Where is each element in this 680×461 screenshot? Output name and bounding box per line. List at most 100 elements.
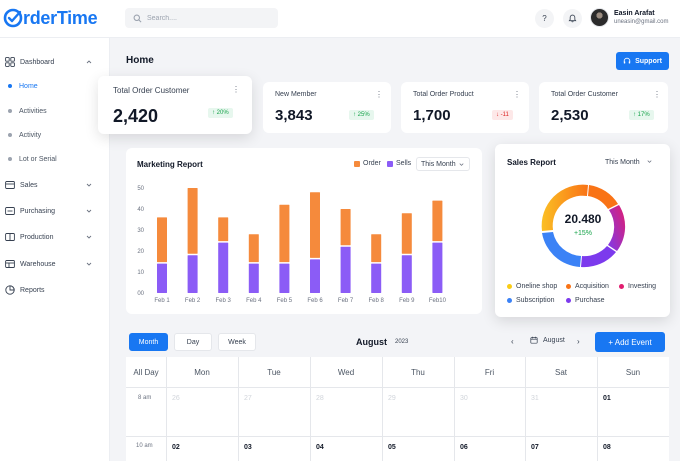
legend-dot xyxy=(619,284,624,289)
day-header-thu: Thu xyxy=(411,367,425,377)
button-label: Day xyxy=(186,338,200,346)
y-tick-label: 50 xyxy=(137,186,144,192)
view-month-button[interactable]: Month xyxy=(129,333,168,351)
warehouse-icon xyxy=(5,259,15,269)
logo[interactable]: rderTime xyxy=(3,7,98,28)
stat-card-total-order-customer-2[interactable]: Total Order Customer ⋮ 2,530 ↑ 17% xyxy=(539,82,668,133)
legend-label: Order xyxy=(363,160,381,167)
sidebar-item-label: Reports xyxy=(20,286,45,294)
calendar-day-cell[interactable]: 29 xyxy=(388,395,396,402)
stat-title: New Member xyxy=(275,91,317,98)
sidebar-item-label: Sales xyxy=(20,181,38,189)
sidebar-sub-label: Home xyxy=(19,82,38,90)
y-tick-label: 00 xyxy=(137,291,144,297)
grid-line xyxy=(126,387,669,388)
sidebar-item-label: Purchasing xyxy=(20,207,56,215)
bar-sells xyxy=(248,263,259,293)
sales-period-select[interactable]: This Month xyxy=(601,155,657,169)
calendar-day-cell[interactable]: 05 xyxy=(388,444,396,451)
calendar-icon xyxy=(530,336,538,344)
reports-icon xyxy=(5,285,15,295)
sidebar-item-reports[interactable]: Reports xyxy=(0,282,110,298)
chevron-left-icon[interactable]: ‹ xyxy=(511,337,514,346)
sidebar-sub-lot-or-serial[interactable]: Lot or Serial xyxy=(0,152,110,166)
search-icon xyxy=(133,14,142,22)
more-options-icon[interactable]: ⋮ xyxy=(653,90,661,99)
top-bar: rderTime ? Easin Arafat uneasin@gmail.co… xyxy=(0,0,680,38)
calendar-day-cell[interactable]: 28 xyxy=(316,395,324,402)
search-box[interactable] xyxy=(125,8,278,28)
sidebar-item-warehouse[interactable]: Warehouse xyxy=(0,256,110,272)
stat-value: 1,700 xyxy=(413,107,451,124)
search-input[interactable] xyxy=(147,14,267,22)
day-header-tue: Tue xyxy=(267,367,281,377)
x-tick-label: Feb 5 xyxy=(277,298,293,304)
bar-sells xyxy=(310,259,320,293)
sidebar-item-production[interactable]: Production xyxy=(0,229,110,245)
marketing-report-title: Marketing Report xyxy=(137,160,203,169)
chevron-down-icon xyxy=(85,233,93,241)
calendar-year: 2023 xyxy=(395,339,409,345)
sidebar: Dashboard Home Activities Activity Lot o… xyxy=(0,38,110,461)
view-week-button[interactable]: Week xyxy=(218,333,256,351)
calendar-day-cell[interactable]: 31 xyxy=(531,395,539,402)
sales-donut-chart xyxy=(541,184,626,268)
support-button[interactable]: Support xyxy=(616,52,669,70)
avatar[interactable] xyxy=(590,8,609,27)
add-event-button[interactable]: + Add Event xyxy=(595,332,665,352)
sidebar-sub-home[interactable]: Home xyxy=(0,79,110,93)
bullet-icon xyxy=(8,157,12,161)
stat-value: 3,843 xyxy=(275,107,313,124)
bar-order xyxy=(248,234,259,263)
calendar-day-cell[interactable]: 06 xyxy=(460,444,468,451)
calendar-day-cell[interactable]: 04 xyxy=(316,444,324,451)
donut-slice-acquisition xyxy=(588,185,618,209)
stat-change-badge: ↓ -11 xyxy=(492,110,513,120)
calendar-day-cell[interactable]: 03 xyxy=(244,444,252,451)
sidebar-sub-activities[interactable]: Activities xyxy=(0,104,110,118)
sidebar-sub-label: Activity xyxy=(19,131,42,139)
calendar-day-cell[interactable]: 02 xyxy=(172,444,180,451)
bar-sells xyxy=(432,242,443,293)
donut-slice-online-shop xyxy=(541,184,588,231)
stat-title: Total Order Customer xyxy=(551,91,618,98)
more-options-icon[interactable]: ⋮ xyxy=(513,90,521,99)
sidebar-item-dashboard[interactable]: Dashboard xyxy=(0,54,110,70)
notification-button[interactable] xyxy=(563,9,582,28)
x-tick-label: Feb 9 xyxy=(399,298,415,304)
x-tick-label: Feb 1 xyxy=(154,298,170,304)
stat-card-new-member[interactable]: New Member ⋮ 3,843 ↑ 25% xyxy=(263,82,391,133)
legend-swatch xyxy=(387,160,393,167)
sidebar-item-sales[interactable]: Sales xyxy=(0,177,110,193)
production-icon xyxy=(5,232,15,242)
grid-line xyxy=(310,357,311,461)
stat-title: Total Order Product xyxy=(413,91,474,98)
chevron-right-icon[interactable]: › xyxy=(577,337,580,346)
sidebar-item-label: Production xyxy=(20,233,54,241)
legend-sells: Sells xyxy=(387,160,411,167)
sidebar-sub-activity[interactable]: Activity xyxy=(0,128,110,142)
chevron-down-icon xyxy=(85,181,93,189)
calendar-day-cell[interactable]: 01 xyxy=(603,395,611,402)
calendar-day-cell[interactable]: 08 xyxy=(603,444,611,451)
stat-value: 2,420 xyxy=(113,106,159,126)
sidebar-item-purchasing[interactable]: Purchasing xyxy=(0,203,110,219)
calendar-day-cell[interactable]: 07 xyxy=(531,444,539,451)
all-day-label: All Day xyxy=(133,367,159,377)
more-options-icon[interactable]: ⋮ xyxy=(232,85,240,94)
logo-text: rderTime xyxy=(23,7,98,28)
grid-line xyxy=(126,436,669,437)
calendar-day-cell[interactable]: 27 xyxy=(244,395,252,402)
month-picker[interactable]: August xyxy=(530,336,565,344)
more-options-icon[interactable]: ⋮ xyxy=(375,90,383,99)
calendar-day-cell[interactable]: 30 xyxy=(460,395,468,402)
stat-card-total-order-product[interactable]: Total Order Product ⋮ 1,700 ↓ -11 xyxy=(401,82,529,133)
bar-sells xyxy=(340,246,351,293)
view-day-button[interactable]: Day xyxy=(174,333,212,351)
legend-dot xyxy=(566,298,571,303)
marketing-period-select[interactable]: This Month xyxy=(416,157,470,171)
calendar-day-cell[interactable]: 26 xyxy=(172,395,180,402)
help-button[interactable]: ? xyxy=(535,9,554,28)
stat-card-total-order-customer[interactable]: Total Order Customer ⋮ 2,420 ↑ 20% xyxy=(98,76,252,134)
sales-total-value: 20.480 xyxy=(564,212,602,226)
